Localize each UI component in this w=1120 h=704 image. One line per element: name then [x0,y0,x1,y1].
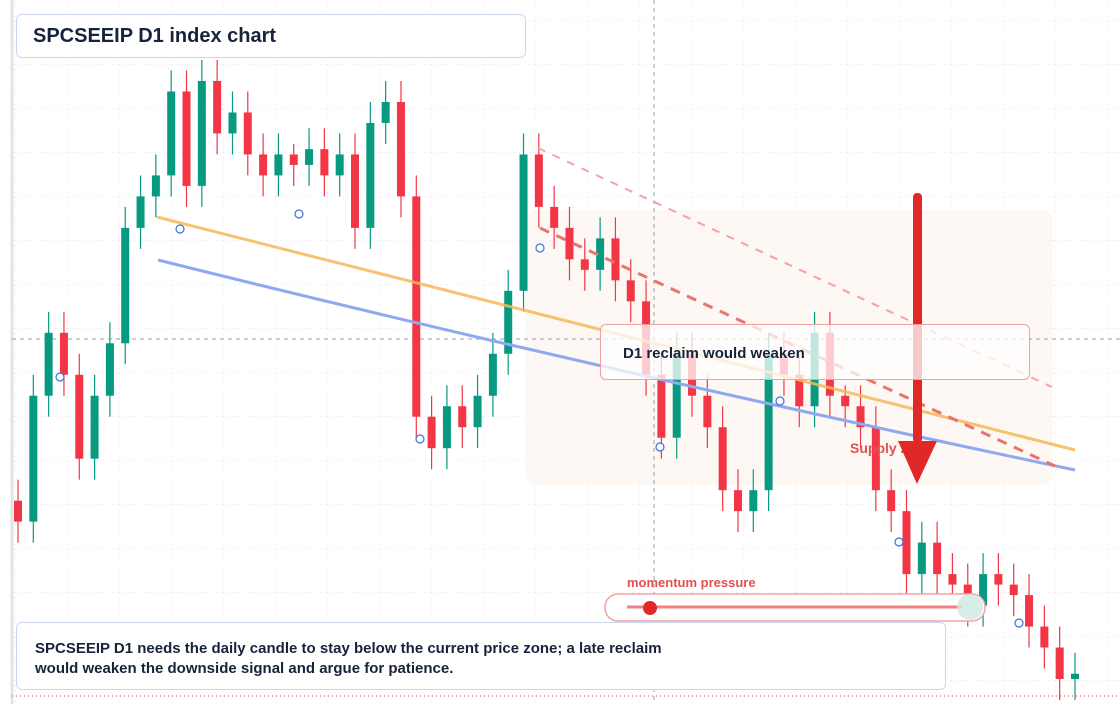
candle-body [672,353,681,438]
candle-body [948,574,957,585]
candle-body [856,406,865,428]
candle-body [534,154,543,207]
candles [14,60,1079,700]
candle-body [351,154,360,228]
candle-body [596,238,605,270]
candle-body [259,154,268,176]
candle-body [933,542,942,575]
candle-body [44,332,53,396]
candle-body [59,332,68,375]
candle-body [979,574,988,606]
candle-body [703,395,712,428]
candle-body [1040,626,1049,648]
momentum-label: momentum pressure [627,575,756,590]
candle-body [764,353,773,491]
reclaim-label: D1 reclaim would weaken [623,345,805,362]
caption-line: SPCSEEIP D1 needs the daily candle to st… [35,640,662,657]
candle-body [213,80,222,134]
candle-body [519,154,528,291]
candle-body [504,290,513,354]
arrow-head [898,441,937,484]
candle-body [902,511,911,575]
candle-body [105,343,114,396]
candle-body [1009,584,1018,596]
candle-body [626,280,635,302]
candle-body [733,490,742,512]
candle-body [994,574,1003,585]
candle-body [442,406,451,449]
candle-body [887,490,896,512]
candle-body [182,91,191,186]
candle-body [550,206,559,228]
candle-body [121,227,130,344]
candle-body [396,101,405,197]
candle-body [718,427,727,491]
title: SPCSEEIP D1 index chart [33,25,277,47]
candle-body [611,238,620,281]
candle-body [1025,595,1034,627]
candle-body [841,395,850,407]
candle-body [136,196,145,228]
candle-body [274,154,283,176]
candle-body [580,259,589,270]
candle-body [412,196,421,417]
candle-body [335,154,344,176]
candle-body [657,374,666,438]
candle-body [197,80,206,186]
candle-body [167,91,176,176]
candle-body [917,542,926,575]
caption-box: SPCSEEIP D1 needs the daily candle to st… [16,622,946,690]
signal-markers [55,209,1024,628]
candle-body [305,149,314,165]
candle-body [458,406,467,428]
momentum-end [957,594,983,620]
arrow-shaft [913,193,922,443]
candle-body [320,149,329,176]
candle-body [488,353,497,396]
candle-body [243,112,252,155]
title-box: SPCSEEIP D1 index chart [16,14,526,58]
candle-body [381,101,390,123]
candle-body [366,122,375,228]
candle-body [151,175,160,197]
candle-body [289,154,298,165]
candle-body [795,374,804,407]
candle-body [565,227,574,260]
momentum-knob [643,601,657,615]
candle-body [14,500,22,522]
candle-body [29,395,38,522]
candle-body [427,416,436,449]
caption-line: would weaken the downside signal and arg… [35,660,454,677]
candle-body [228,112,237,134]
candle-body [871,427,880,491]
reclaim-box: D1 reclaim would weaken [600,324,1030,380]
candle-body [90,395,99,459]
candle-body [473,395,482,428]
candle-body [1055,647,1064,680]
candle-body [1071,673,1079,680]
resistance-line [539,226,1056,468]
candle-body [749,490,758,512]
candle-body [75,374,84,459]
